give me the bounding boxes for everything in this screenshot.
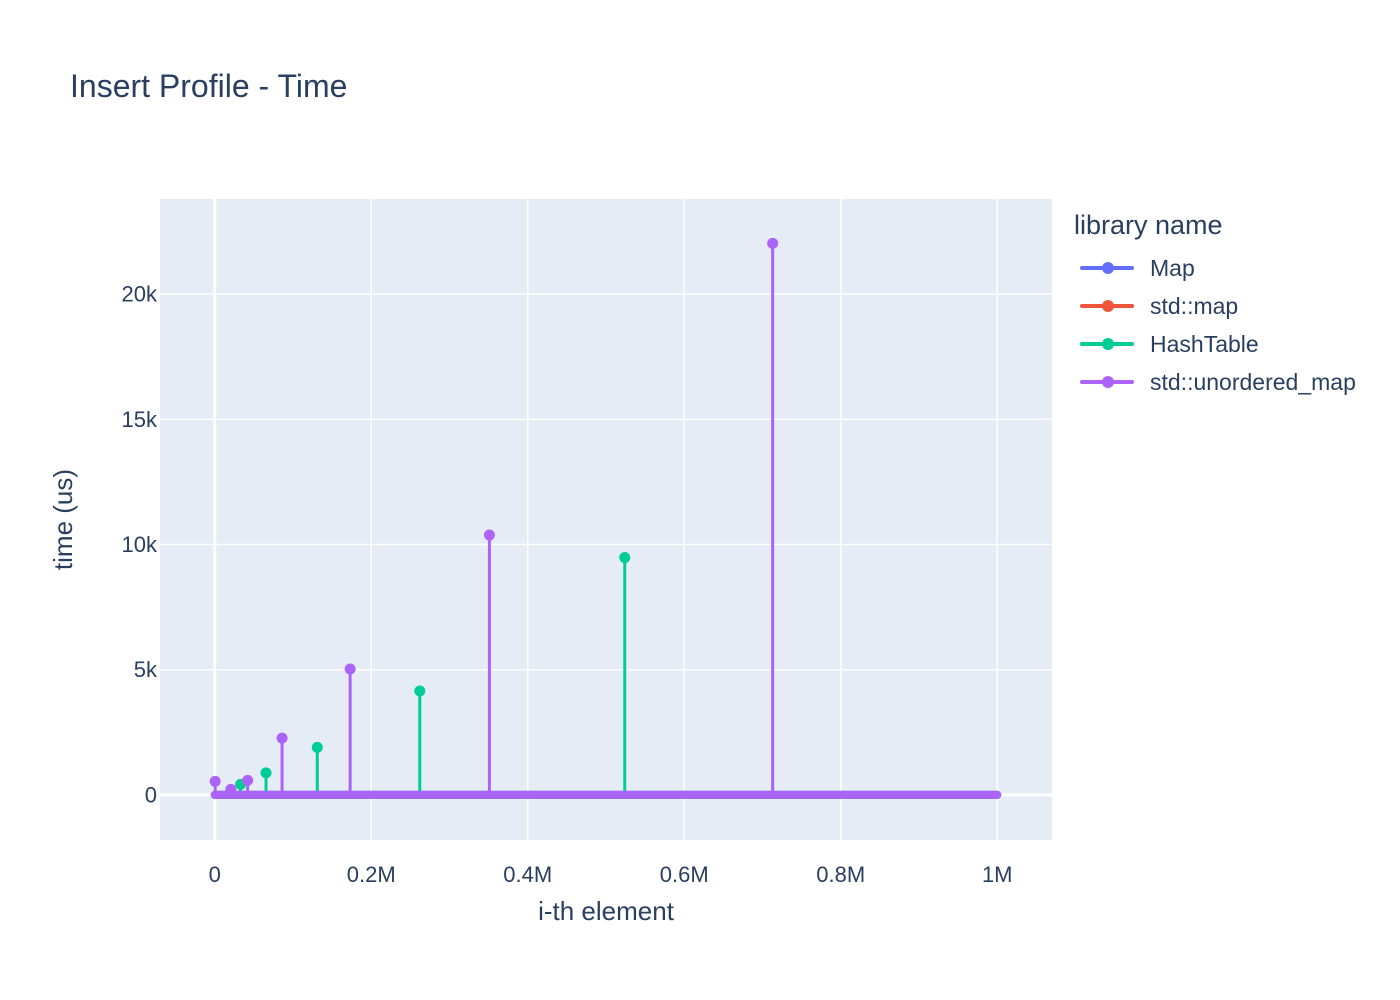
x-tick-labels: 0 0.2M 0.4M 0.6M 0.8M 1M (209, 862, 1013, 887)
data-point[interactable] (276, 732, 288, 744)
chart-title: Insert Profile - Time (70, 68, 348, 104)
y-tick-label: 0 (145, 782, 157, 807)
x-axis-title: i-th element (538, 896, 675, 926)
series-std-unordered-map[interactable] (209, 237, 1002, 799)
plot-background (160, 199, 1052, 840)
legend-label: Map (1150, 254, 1195, 281)
legend-label: std::unordered_map (1150, 368, 1356, 395)
data-point[interactable] (225, 783, 237, 795)
data-point[interactable] (311, 741, 323, 753)
data-point[interactable] (260, 767, 272, 779)
y-tick-label: 15k (122, 407, 158, 432)
legend-swatch (1074, 372, 1140, 392)
data-point[interactable] (483, 529, 495, 541)
legend-item[interactable]: std::unordered_map (1074, 363, 1356, 401)
grid-lines (160, 199, 1052, 840)
legend-title: library name (1074, 210, 1223, 240)
data-point[interactable] (414, 685, 426, 697)
x-tick-label: 0.2M (347, 862, 396, 887)
legend-label: HashTable (1150, 330, 1259, 357)
legend-label: std::map (1150, 292, 1239, 319)
legend-item[interactable]: HashTable (1074, 325, 1356, 363)
legend-swatch (1074, 334, 1140, 354)
x-tick-label: 1M (982, 862, 1013, 887)
x-tick-label: 0.8M (816, 862, 865, 887)
y-tick-label: 10k (122, 532, 158, 557)
y-tick-labels: 0 5k 10k 15k 20k (122, 282, 158, 808)
data-point[interactable] (619, 552, 631, 564)
data-point[interactable] (344, 663, 356, 675)
data-point[interactable] (209, 775, 221, 787)
y-tick-label: 5k (134, 657, 158, 682)
x-tick-label: 0 (209, 862, 221, 887)
x-tick-label: 0.6M (660, 862, 709, 887)
y-axis-title: time (us) (48, 469, 78, 570)
legend-swatch (1074, 296, 1140, 316)
series-layer (209, 237, 1002, 799)
y-tick-label: 20k (122, 282, 158, 307)
data-point[interactable] (242, 774, 254, 786)
x-tick-label: 0.4M (503, 862, 552, 887)
data-point[interactable] (767, 237, 779, 249)
legend-swatch (1074, 258, 1140, 278)
legend-item[interactable]: std::map (1074, 287, 1356, 325)
legend-item[interactable]: Map (1074, 249, 1356, 287)
